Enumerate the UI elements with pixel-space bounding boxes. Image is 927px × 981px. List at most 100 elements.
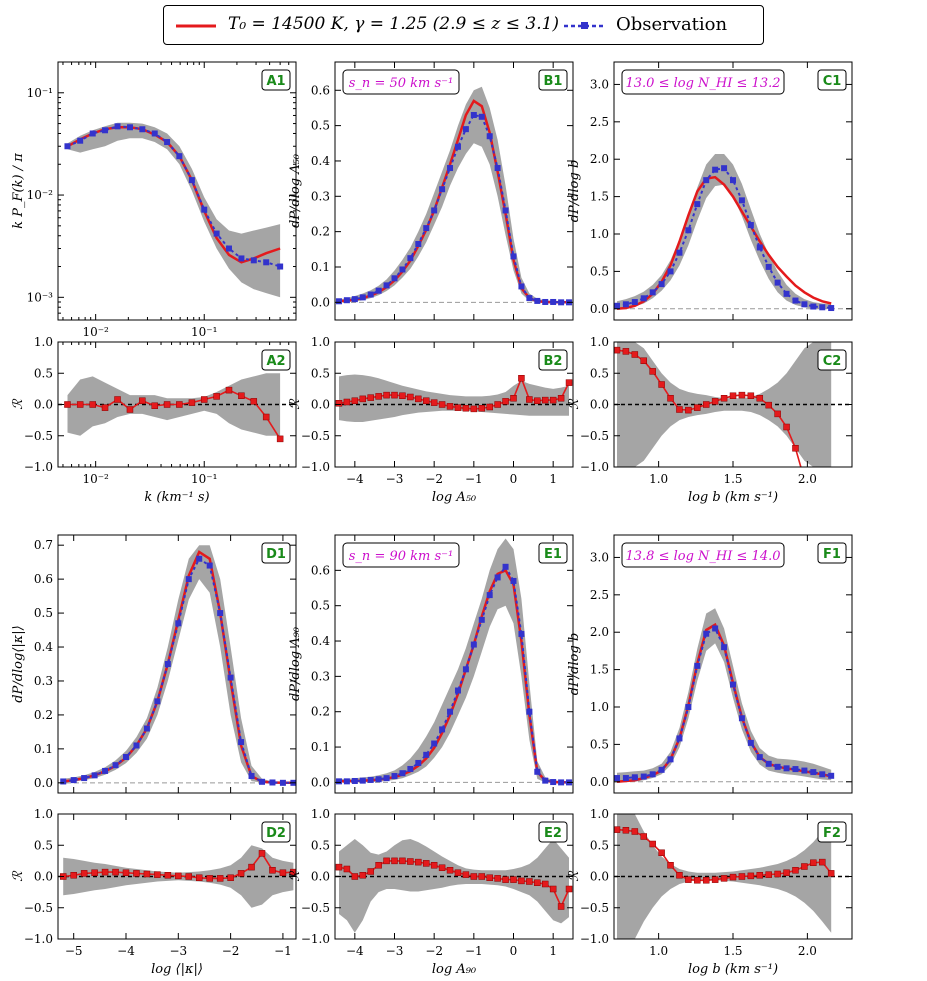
ratio-point	[756, 872, 764, 879]
y-axis-label: dP/dlog A₉₀	[288, 626, 303, 701]
observation-point	[494, 165, 501, 172]
error-band	[617, 342, 832, 467]
plot-area	[58, 373, 296, 443]
ratio-point	[518, 877, 525, 885]
y-tick-label: 0.0	[34, 776, 53, 790]
panel-badge	[538, 349, 568, 371]
y-tick-label: 0.6	[34, 572, 53, 586]
ratio-point	[438, 401, 446, 408]
x-tick-label: 1	[549, 944, 557, 958]
ratio-point	[470, 405, 478, 413]
observation-point	[640, 295, 647, 302]
y-tick-label: 0.1	[311, 260, 330, 274]
error-band	[339, 374, 569, 422]
ratio-point	[367, 394, 374, 401]
ratio-point	[756, 395, 764, 402]
panel-badge	[538, 821, 568, 843]
ratio-point	[290, 868, 296, 876]
observation-point	[765, 263, 772, 270]
observation-point	[164, 139, 171, 146]
x-tick-label: 0	[510, 472, 518, 486]
x-tick-label: 1.0	[649, 472, 668, 486]
y-tick-label: 0.3	[34, 674, 53, 688]
ratio-point	[101, 868, 109, 876]
y-tick-label: 1.0	[590, 700, 609, 714]
observation-point	[423, 751, 430, 758]
ratio-point	[399, 392, 406, 399]
axes-frame	[334, 534, 574, 794]
observation-point	[343, 778, 350, 785]
ratio-point	[227, 874, 234, 881]
panel-badge-label: D2	[266, 826, 286, 841]
panel-annotation: 13.0 ≤ log N_HI ≤ 13.2	[626, 76, 781, 91]
observation-point	[703, 630, 710, 637]
panel-annotation-box	[621, 542, 785, 568]
observation-point	[114, 123, 121, 130]
ratio-point	[614, 346, 621, 354]
x-tick-label: −3	[169, 944, 187, 958]
y-tick-label: −0.5	[301, 429, 330, 443]
ratio-point	[614, 826, 621, 833]
ratio-point	[486, 874, 493, 881]
error-band	[63, 545, 294, 783]
y-tick-label: 1.0	[311, 807, 330, 821]
y-axis-label: dP/dlog b	[567, 160, 582, 223]
ratio-point	[446, 867, 454, 874]
axes-frame	[613, 534, 853, 794]
ratio-point	[694, 877, 701, 884]
ratio-point	[343, 398, 351, 406]
y-tick-label: 0.7	[34, 538, 53, 552]
observation-point	[227, 674, 234, 681]
ratio-point	[510, 395, 517, 402]
observation-point	[359, 777, 366, 784]
ratio-point	[262, 413, 270, 421]
y-tick-label: 0.4	[311, 154, 330, 168]
ratio-point	[676, 406, 683, 413]
panel-b1: 0.0 0.1 0.2 0.3 0.4 0.5 0.6 dP/dlog A₅₀ B1 s_n = …	[288, 61, 574, 321]
plot-area	[64, 122, 284, 298]
ratio-point	[188, 399, 196, 406]
panel-d1: 0.0 0.1 0.2 0.3 0.4 0.5 0.6 0.7 dP/dlog⟨|κ|⟩ D1	[11, 534, 297, 794]
ratio-point	[783, 423, 790, 431]
y-tick-label: 0.0	[311, 398, 330, 412]
observation-point	[415, 241, 422, 248]
ratio-point	[720, 875, 728, 882]
ratio-point	[114, 396, 121, 403]
x-tick-label: −2	[222, 944, 240, 958]
observation-point	[399, 770, 406, 777]
observation-point	[738, 197, 745, 204]
y-tick-label: −1.0	[24, 460, 53, 474]
y-tick-label: 1.5	[590, 190, 609, 204]
ratio-point	[375, 393, 382, 400]
panel-badge	[261, 542, 291, 564]
observation-point	[351, 296, 358, 303]
y-tick-label: 2.0	[590, 152, 609, 166]
y-tick-label: 0.3	[311, 669, 330, 683]
observation-line	[339, 564, 569, 784]
observation-point	[756, 244, 763, 251]
observation-point	[462, 666, 469, 673]
observation-point	[526, 295, 533, 302]
ratio-point	[667, 862, 674, 869]
observation-point	[774, 279, 781, 286]
observation-point	[196, 555, 203, 562]
observation-point	[367, 776, 374, 783]
observation-point	[810, 303, 817, 310]
observation-point	[248, 773, 255, 780]
observation-point	[139, 126, 146, 133]
ratio-point	[478, 405, 486, 412]
ratio-point	[454, 869, 462, 876]
observation-point	[454, 687, 461, 694]
observation-point	[447, 708, 454, 715]
observation-point	[81, 775, 88, 782]
y-tick-label: −0.5	[580, 429, 609, 443]
ratio-point	[76, 401, 84, 408]
ratio-point	[163, 401, 171, 408]
observation-point	[622, 301, 629, 308]
ratio-point	[248, 863, 255, 871]
observation-point	[391, 275, 398, 282]
y-tick-label: 0.5	[311, 366, 330, 380]
observation-point	[712, 625, 719, 632]
y-tick-label: 0.0	[590, 302, 609, 316]
y-tick-label: −1.0	[301, 460, 330, 474]
